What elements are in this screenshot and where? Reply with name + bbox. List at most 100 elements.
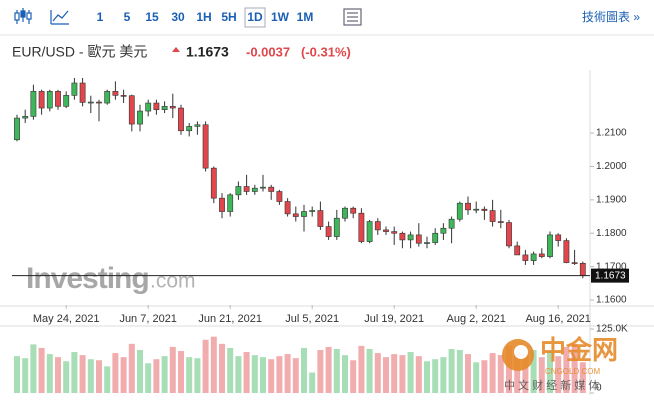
volume-bar (374, 353, 381, 393)
candle-body (178, 107, 184, 132)
y-tick-label: 1.2000 (596, 161, 627, 172)
candle-body (547, 234, 553, 257)
candle-body (366, 221, 373, 242)
candle-body (38, 91, 45, 109)
interval-button[interactable]: 1H (196, 10, 211, 24)
x-tick-label: Aug 16, 2021 (525, 313, 590, 325)
candle-body (268, 186, 275, 192)
candle-body (22, 116, 29, 119)
volume-bar (563, 346, 570, 393)
logo-site: CNGOLD.COM (545, 367, 600, 376)
last-price-box (591, 268, 629, 283)
volume-bar (317, 349, 324, 393)
volume-bar (137, 349, 143, 393)
volume-bar (194, 358, 201, 393)
volume-bar (284, 354, 291, 393)
volume-bar (210, 336, 217, 393)
volume-bar (153, 359, 160, 393)
candle-body (333, 217, 340, 237)
candle-body (128, 95, 135, 125)
volume-bar (30, 344, 37, 393)
candle-body (161, 106, 168, 111)
volume-bar (358, 345, 365, 393)
interval-button[interactable]: 1D (247, 10, 263, 24)
candle-body (465, 202, 471, 211)
y2-tick-label: 0 (596, 383, 602, 394)
volume-bar (14, 356, 20, 393)
y-tick-label: 1.2100 (596, 128, 627, 139)
y-tick-label: 1.1900 (596, 194, 627, 205)
candle-body (448, 218, 455, 229)
logo-text: 中金网 (540, 335, 618, 365)
volume-bar (79, 355, 86, 393)
volume-bar (432, 359, 439, 393)
volume-bar (465, 354, 471, 393)
interval-button[interactable]: 1W (271, 10, 290, 24)
plot: 1.2100 1.2000 1.1900 1.1800 1.1700 1.1600 125.… (12, 78, 629, 394)
candle-body (137, 110, 143, 125)
candle-body (79, 82, 86, 103)
candle-body (538, 253, 545, 257)
candle-body (14, 117, 20, 141)
volume-bar (399, 355, 406, 393)
candle-body (169, 106, 176, 109)
candle-body (399, 232, 406, 241)
volume-bar (456, 349, 463, 393)
candle-body (210, 167, 217, 199)
volume-bar (571, 343, 578, 393)
candle-body (186, 126, 193, 132)
candle-body (55, 91, 61, 107)
volume-bar (112, 353, 119, 393)
chart-link[interactable]: 技術圖表 » (582, 10, 640, 24)
volume-bar (22, 358, 29, 393)
volume-bar (260, 357, 266, 393)
volume-bar (342, 355, 348, 393)
cngold-watermark: 中金网 CNGOLD.COM 中 文 财 经 新 媒 体 (502, 335, 618, 392)
candle-body (432, 232, 439, 243)
interval-button[interactable]: 5 (124, 10, 131, 24)
interval-button[interactable]: 30 (171, 10, 185, 24)
candle-body (497, 221, 504, 223)
volume-bar (440, 357, 447, 393)
volume-bar (87, 359, 94, 393)
line-icon[interactable] (50, 10, 69, 25)
volume-bar (161, 356, 168, 393)
candle-body (440, 227, 447, 234)
volume-bar (383, 357, 389, 393)
interval-button[interactable]: 15 (145, 10, 159, 24)
candle-body (391, 231, 398, 234)
watermark-suffix: .com (150, 270, 196, 293)
volume-bar (202, 339, 209, 393)
interval-button[interactable]: 1M (297, 10, 314, 24)
x-tick-label: Jun 7, 2021 (119, 313, 177, 325)
volume-bar (178, 351, 184, 393)
down-arrow (172, 47, 180, 52)
interval-button[interactable]: 5H (221, 10, 236, 24)
interval-button[interactable]: 1 (97, 10, 104, 24)
volume-bar (350, 360, 357, 393)
y2-tick-label: 125.0K (596, 324, 628, 335)
last-price-label: 1.1673 (595, 270, 626, 281)
volume-bar (46, 354, 53, 393)
logo-slogan: 中 文 财 经 新 媒 体 (504, 378, 599, 392)
candle-body (489, 210, 496, 222)
volume-bar (276, 356, 283, 393)
candle-icon[interactable] (14, 8, 32, 24)
candle-body (251, 187, 258, 192)
candle-body (579, 262, 586, 276)
volume-bar (547, 351, 553, 393)
candle-body (260, 186, 266, 189)
last-price: 1.1673 (186, 44, 229, 60)
volume-bar (407, 352, 414, 393)
volume-bar (104, 366, 111, 393)
candle-body (481, 208, 488, 211)
table-icon[interactable] (343, 8, 362, 26)
volume-bar (473, 362, 480, 393)
candle-body (374, 221, 381, 231)
volume-bar (530, 349, 537, 393)
volume-bar (579, 362, 586, 393)
x-tick-label: Jul 19, 2021 (364, 313, 424, 325)
candle-body (112, 91, 119, 96)
change-pct: (-0.31%) (301, 44, 351, 59)
candle-body (350, 207, 357, 214)
